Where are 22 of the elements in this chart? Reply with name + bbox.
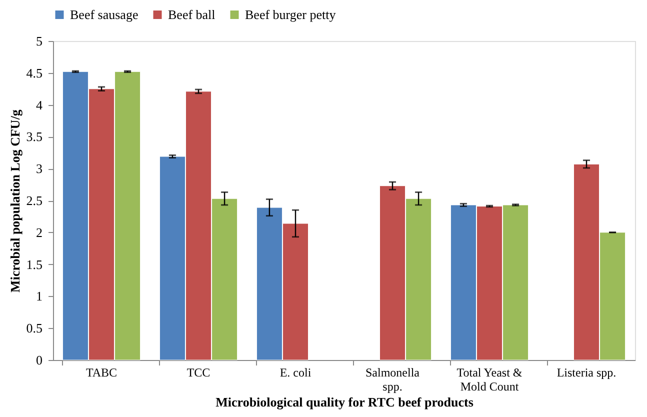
x-tick-label: TCC xyxy=(186,366,210,380)
legend-label: Beef ball xyxy=(168,6,216,22)
x-tick-label: TABC xyxy=(86,366,118,380)
y-tick-label: 2 xyxy=(36,224,42,240)
x-tick-label: E. coli xyxy=(280,366,312,380)
legend-label: Beef burger petty xyxy=(245,6,336,22)
x-tick-label: Total Yeast & Mold Count xyxy=(456,366,523,394)
x-tick-label: Listeria spp. xyxy=(556,366,616,380)
y-tick-label: 1 xyxy=(36,288,42,304)
legend-label: Beef sausage xyxy=(70,6,138,22)
y-tick-label: 4.5 xyxy=(26,65,42,80)
y-tick-label: 3 xyxy=(36,161,42,176)
x-axis-title: Microbiological quality for RTC beef products xyxy=(216,394,474,410)
y-tick-label: 5 xyxy=(36,34,42,48)
x-tick-label: Salmonella spp. xyxy=(366,366,420,394)
y-tick-label: 1.5 xyxy=(26,256,42,272)
y-tick-label: 2.5 xyxy=(26,193,42,208)
y-tick-label: 0.5 xyxy=(26,320,42,336)
y-tick-label: 4 xyxy=(36,97,43,112)
y-axis-title: Microbial population Log CFU/g xyxy=(7,109,22,292)
y-tick-label: 0 xyxy=(36,352,42,368)
y-tick-label: 3.5 xyxy=(26,129,42,144)
